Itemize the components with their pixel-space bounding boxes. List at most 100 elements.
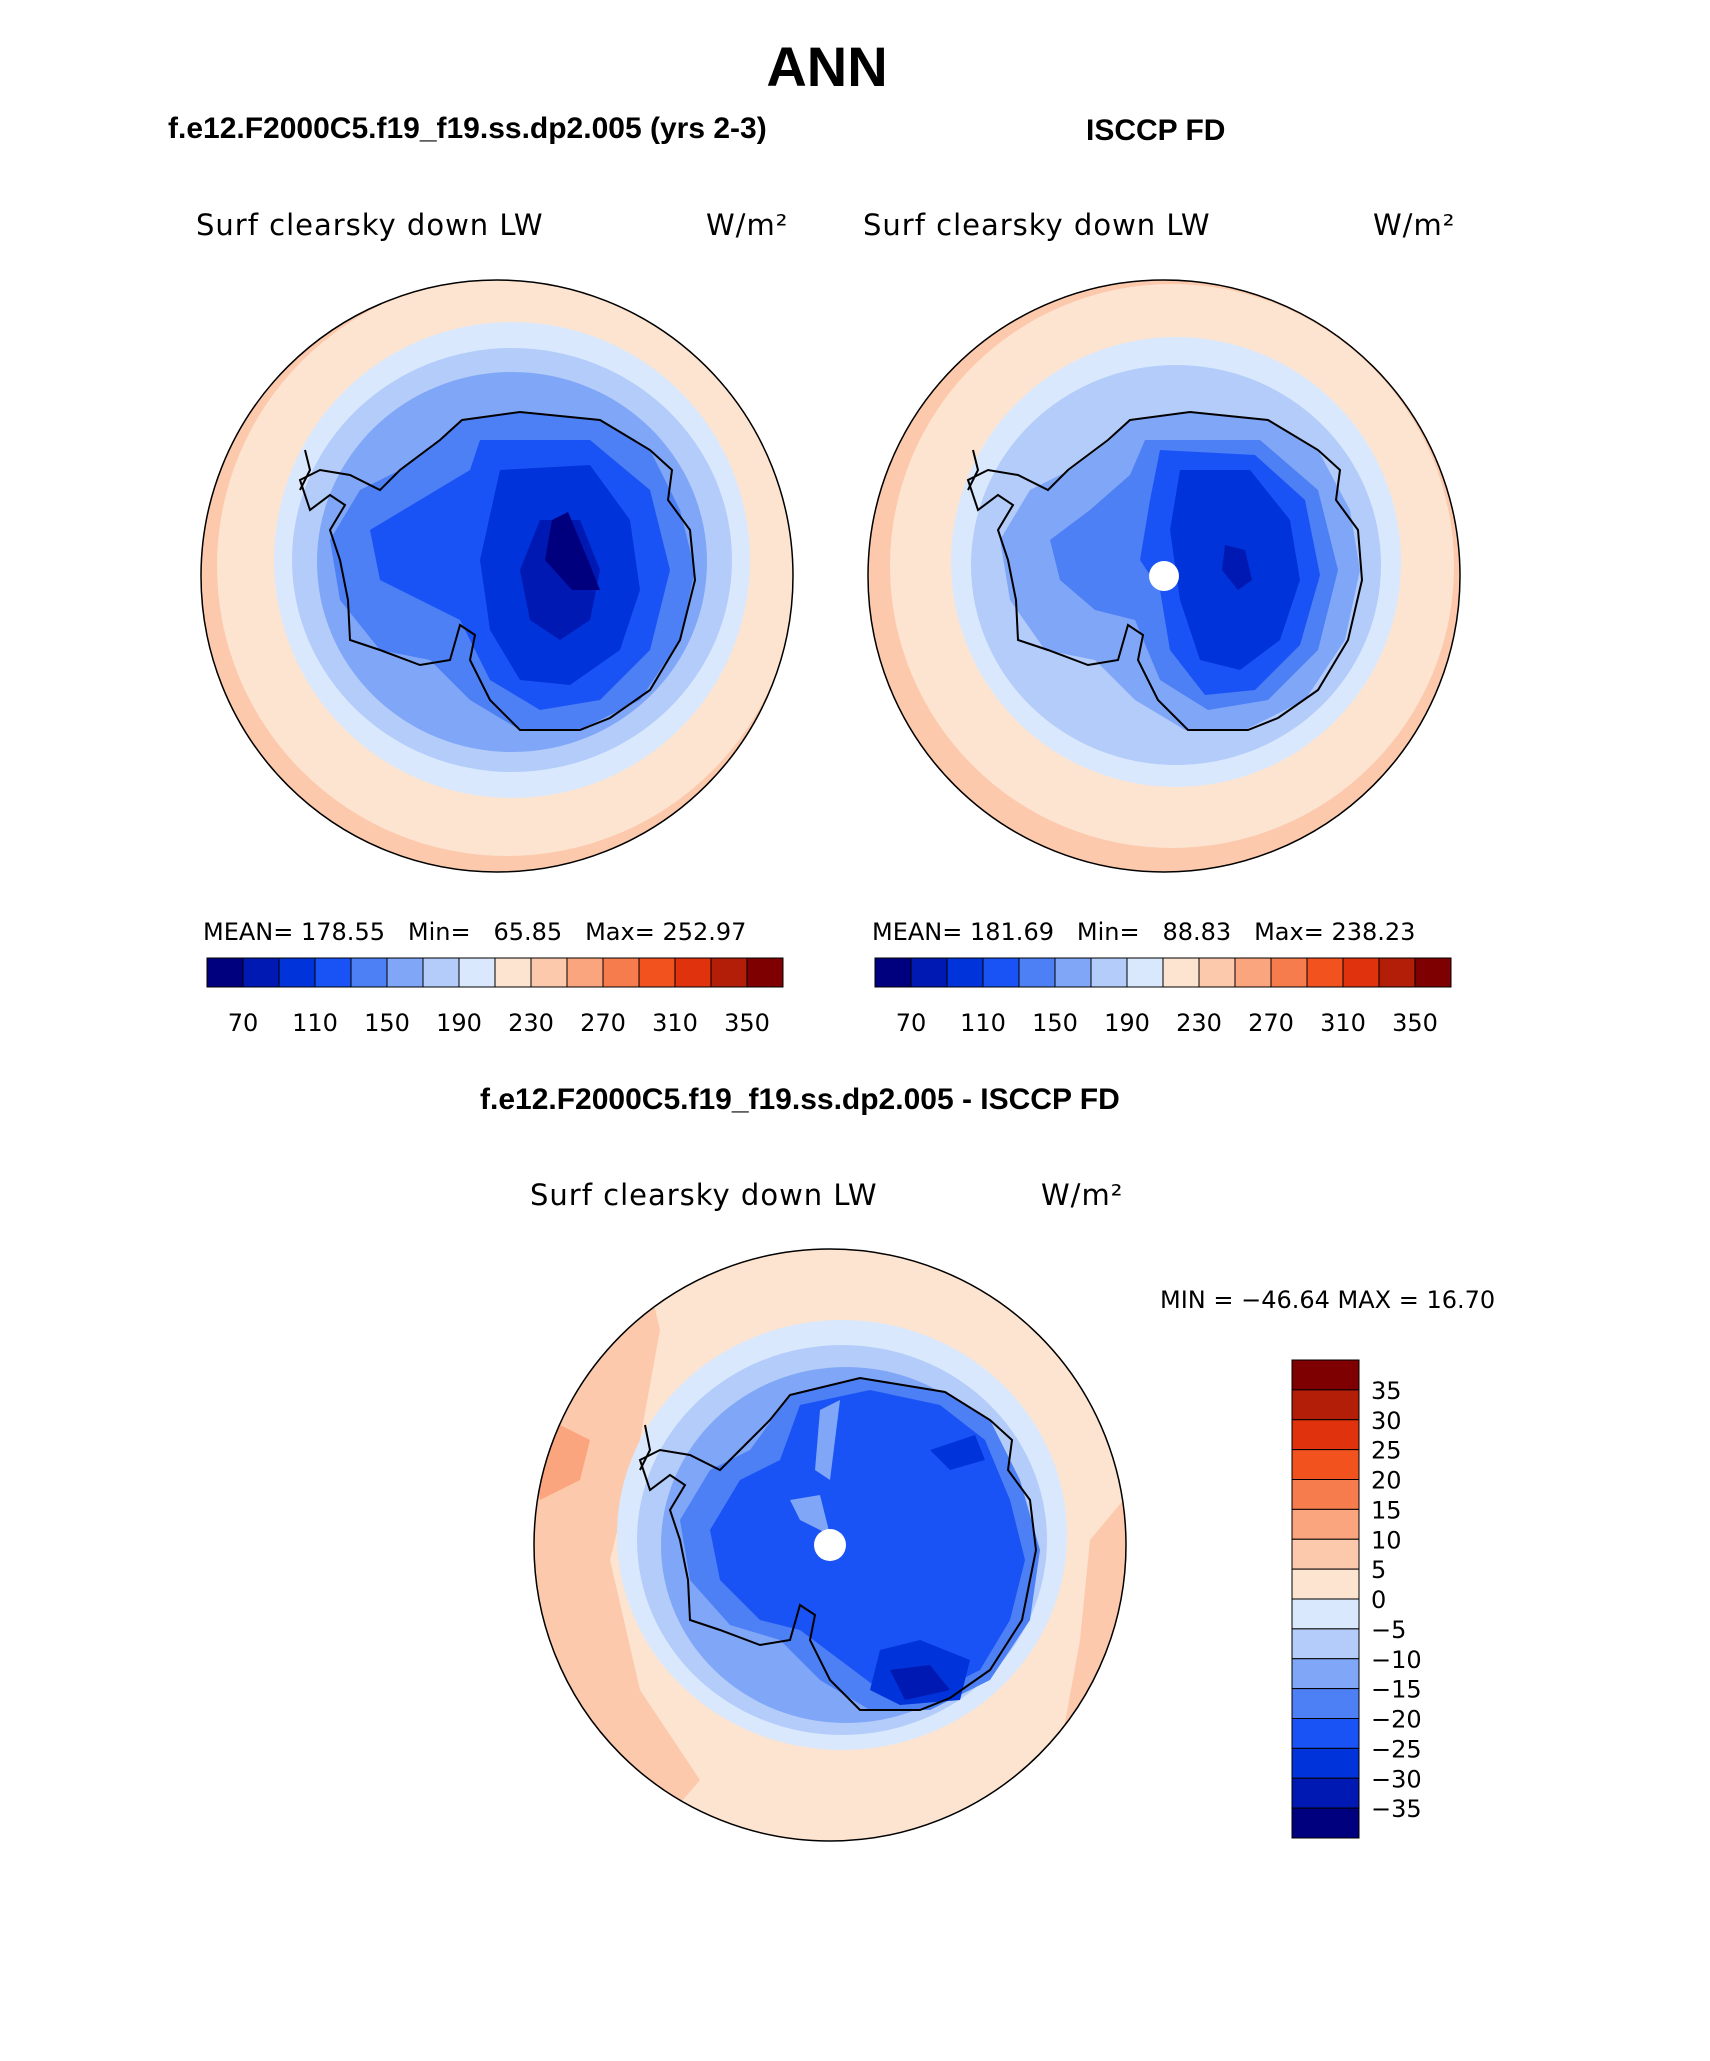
difference-colorbar-tick-label: −10 bbox=[1371, 1646, 1422, 1674]
panel-1-colorbar-tick-label: 190 bbox=[436, 1009, 482, 1037]
difference-colorbar-swatch bbox=[1291, 1359, 1360, 1391]
panel-1-colorbar-swatch bbox=[350, 957, 388, 988]
panel-1-case-title: f.e12.F2000C5.f19_f19.ss.dp2.005 (yrs 2-… bbox=[168, 112, 767, 145]
panel-2-colorbar-swatch bbox=[1126, 957, 1164, 988]
obs-coastline bbox=[966, 410, 1364, 731]
panel-2-colorbar-tick-label: 270 bbox=[1248, 1009, 1294, 1037]
panel-2-colorbar-swatch bbox=[1162, 957, 1200, 988]
panel-2-colorbar-swatch bbox=[1234, 957, 1272, 988]
panel-1-colorbar-tick-label: 230 bbox=[508, 1009, 554, 1037]
difference-colorbar-swatch bbox=[1291, 1747, 1360, 1779]
difference-colorbar-swatch bbox=[1291, 1508, 1360, 1540]
panel-2-variable: Surf clearsky down LW bbox=[863, 208, 1211, 242]
difference-colorbar-tick-label: −35 bbox=[1371, 1795, 1422, 1823]
panel-2-colorbar-swatch bbox=[982, 957, 1020, 988]
panel-1-colorbar-swatch bbox=[710, 957, 748, 988]
difference-colorbar-tick-label: 25 bbox=[1371, 1437, 1402, 1465]
difference-coastline bbox=[638, 1376, 1038, 1711]
difference-colorbar-swatch bbox=[1291, 1479, 1360, 1510]
difference-colorbar-swatch bbox=[1291, 1419, 1360, 1451]
panel-2-colorbar-swatch bbox=[1414, 957, 1452, 988]
panel-2-colorbar-swatch bbox=[1270, 957, 1308, 988]
difference-colorbar-tick-label: −15 bbox=[1371, 1676, 1422, 1704]
difference-colorbar-swatch bbox=[1291, 1718, 1360, 1749]
difference-units: W/m² bbox=[1041, 1178, 1124, 1212]
panel-2-colorbar-tick-label: 190 bbox=[1104, 1009, 1150, 1037]
panel-1-colorbar-tick-label: 270 bbox=[580, 1009, 626, 1037]
panel-1-colorbar-tick-label: 350 bbox=[724, 1009, 770, 1037]
difference-colorbar-tick-label: −20 bbox=[1371, 1706, 1422, 1734]
panel-2-colorbar-swatch bbox=[1198, 957, 1236, 988]
panel-2-colorbar-swatch bbox=[1054, 957, 1092, 988]
obs-map-border bbox=[867, 279, 1461, 873]
panel-1-variable: Surf clearsky down LW bbox=[196, 208, 544, 242]
panel-1-stats: MEAN= 178.55 Min= 65.85 Max= 252.97 bbox=[203, 918, 747, 946]
panel-2-colorbar-swatch bbox=[1090, 957, 1128, 988]
panel-2-colorbar-swatch bbox=[1342, 957, 1380, 988]
difference-colorbar-tick-label: 15 bbox=[1371, 1496, 1402, 1524]
panel-2-colorbar-swatch bbox=[946, 957, 984, 988]
main-title: ANN bbox=[766, 35, 888, 98]
panel-1-units: W/m² bbox=[706, 208, 789, 242]
panel-1-colorbar-swatch bbox=[422, 957, 460, 988]
model-coastline bbox=[298, 410, 697, 731]
panel-1-colorbar-swatch bbox=[386, 957, 424, 988]
panel-1-colorbar-swatch bbox=[494, 957, 532, 988]
difference-colorbar-swatch bbox=[1291, 1777, 1360, 1809]
difference-colorbar-tick-label: −30 bbox=[1371, 1765, 1422, 1793]
difference-colorbar-tick-label: 20 bbox=[1371, 1467, 1402, 1495]
difference-colorbar-swatch bbox=[1291, 1568, 1360, 1600]
panel-1-colorbar: 70 110 150 190 230 270 310 350 bbox=[206, 957, 784, 1037]
panel-1-colorbar-swatch bbox=[278, 957, 316, 988]
panel-1-colorbar-swatch bbox=[602, 957, 640, 988]
difference-colorbar-tick-label: −25 bbox=[1371, 1735, 1422, 1763]
difference-colorbar-swatch bbox=[1291, 1449, 1360, 1480]
difference-colorbar-tick-label: −5 bbox=[1371, 1616, 1406, 1644]
panel-1-colorbar-tick-label: 310 bbox=[652, 1009, 698, 1037]
difference-colorbar-swatch bbox=[1291, 1389, 1360, 1421]
difference-colorbar-tick-label: 30 bbox=[1371, 1407, 1402, 1435]
panel-1-colorbar-swatch bbox=[458, 957, 496, 988]
panel-2-stats: MEAN= 181.69 Min= 88.83 Max= 238.23 bbox=[872, 918, 1416, 946]
panel-1-colorbar-swatch bbox=[530, 957, 568, 988]
panel-2-colorbar-swatch bbox=[910, 957, 948, 988]
difference-colorbar-swatch bbox=[1291, 1598, 1360, 1630]
panel-2-colorbar-tick-label: 230 bbox=[1176, 1009, 1222, 1037]
panel-2-colorbar-tick-label: 150 bbox=[1032, 1009, 1078, 1037]
obs-polar-map bbox=[868, 280, 1460, 872]
panel-2-colorbar-swatch bbox=[1018, 957, 1056, 988]
model-map-border bbox=[200, 279, 794, 873]
difference-map-border bbox=[533, 1248, 1127, 1842]
panel-2-case-title: ISCCP FD bbox=[1086, 114, 1226, 147]
difference-colorbar-tick-label: 35 bbox=[1371, 1377, 1402, 1405]
difference-minmax: MIN = −46.64 MAX = 16.70 bbox=[1160, 1286, 1496, 1314]
panel-2-colorbar-swatch bbox=[874, 957, 912, 988]
difference-colorbar-tick-label: 0 bbox=[1371, 1586, 1386, 1614]
panel-2-colorbar-swatch bbox=[1378, 957, 1416, 988]
panel-1-colorbar-swatch bbox=[638, 957, 676, 988]
panel-2-colorbar-tick-label: 350 bbox=[1392, 1009, 1438, 1037]
difference-colorbar-tick-label: 5 bbox=[1371, 1556, 1386, 1584]
difference-colorbar-swatch bbox=[1291, 1628, 1360, 1660]
panel-1-colorbar-swatch bbox=[242, 957, 280, 988]
panel-1-colorbar-swatch bbox=[566, 957, 604, 988]
panel-2-colorbar: 70 110 150 190 230 270 310 350 bbox=[874, 957, 1452, 1037]
panel-2-colorbar-tick-label: 70 bbox=[896, 1009, 927, 1037]
difference-variable: Surf clearsky down LW bbox=[530, 1178, 878, 1212]
difference-colorbar-swatch bbox=[1291, 1658, 1360, 1690]
panel-1-colorbar-swatch bbox=[674, 957, 712, 988]
difference-title: f.e12.F2000C5.f19_f19.ss.dp2.005 - ISCCP… bbox=[480, 1083, 1120, 1116]
panel-1-colorbar-swatch bbox=[206, 957, 244, 988]
panel-2-colorbar-tick-label: 110 bbox=[960, 1009, 1006, 1037]
panel-1-colorbar-tick-label: 70 bbox=[228, 1009, 259, 1037]
difference-colorbar-swatch bbox=[1291, 1807, 1360, 1839]
panel-1-colorbar-swatch bbox=[746, 957, 784, 988]
difference-polar-map bbox=[534, 1249, 1126, 1841]
panel-2-colorbar-swatch bbox=[1306, 957, 1344, 988]
model-polar-map bbox=[201, 280, 793, 872]
panel-2-colorbar-tick-label: 310 bbox=[1320, 1009, 1366, 1037]
panel-1-colorbar-tick-label: 110 bbox=[292, 1009, 338, 1037]
difference-colorbar-swatch bbox=[1291, 1688, 1360, 1719]
